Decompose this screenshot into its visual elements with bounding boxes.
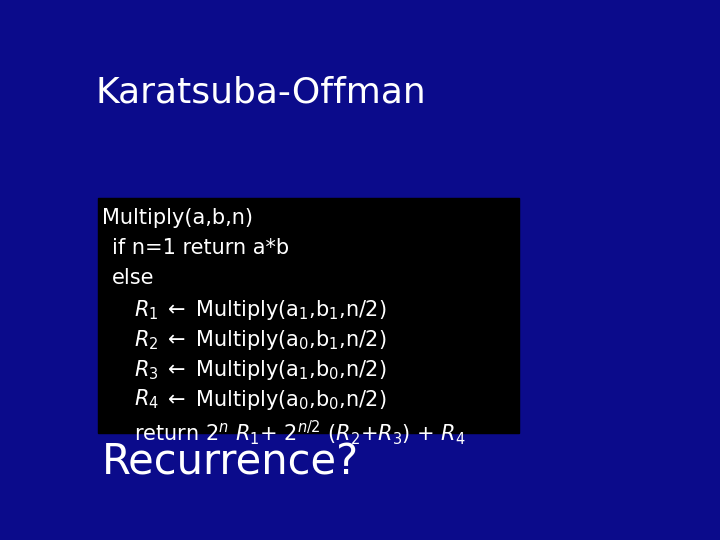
Text: $\leftarrow$ Multiply(a$_0$,b$_0$,n/2): $\leftarrow$ Multiply(a$_0$,b$_0$,n/2) bbox=[163, 388, 387, 412]
Text: else: else bbox=[112, 268, 154, 288]
Text: $R_1$: $R_1$ bbox=[134, 298, 158, 322]
FancyBboxPatch shape bbox=[98, 198, 519, 433]
Text: $R_2$: $R_2$ bbox=[134, 328, 158, 352]
Text: $\leftarrow$ Multiply(a$_1$,b$_0$,n/2): $\leftarrow$ Multiply(a$_1$,b$_0$,n/2) bbox=[163, 358, 387, 382]
Text: $\leftarrow$ Multiply(a$_0$,b$_1$,n/2): $\leftarrow$ Multiply(a$_0$,b$_1$,n/2) bbox=[163, 328, 387, 352]
Text: Recurrence?: Recurrence? bbox=[102, 441, 359, 483]
Text: if n=1 return a*b: if n=1 return a*b bbox=[112, 238, 289, 258]
Text: Multiply(a,b,n): Multiply(a,b,n) bbox=[102, 208, 253, 228]
Text: $R_3$: $R_3$ bbox=[134, 358, 158, 382]
Text: $R_4$: $R_4$ bbox=[134, 388, 159, 411]
Text: return $2^n$ $R_1$+ $2^{n/2}$ ($R_2$+$R_3$) + $R_4$: return $2^n$ $R_1$+ $2^{n/2}$ ($R_2$+$R_… bbox=[134, 418, 466, 447]
Text: $\leftarrow$ Multiply(a$_1$,b$_1$,n/2): $\leftarrow$ Multiply(a$_1$,b$_1$,n/2) bbox=[163, 298, 387, 322]
Text: Karatsuba-Offman: Karatsuba-Offman bbox=[96, 75, 426, 109]
